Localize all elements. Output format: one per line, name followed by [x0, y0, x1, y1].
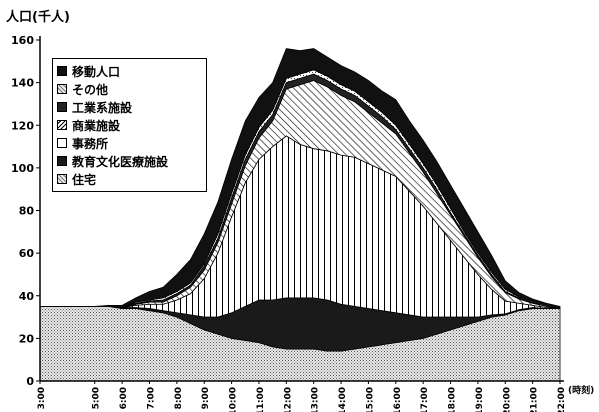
- y-tick-label: 140: [11, 77, 34, 90]
- x-tick-label: 8:00: [174, 387, 184, 409]
- x-tick-label: 17:00: [420, 387, 430, 412]
- x-tick-label: 10:00: [229, 387, 239, 412]
- legend-swatch: [57, 102, 67, 112]
- x-tick-label: 7:00: [146, 387, 156, 409]
- legend-label: 住宅: [72, 172, 97, 187]
- legend-item: 事務所: [57, 134, 202, 152]
- x-tick-label: 11:00: [256, 387, 266, 412]
- x-tick-label: 21:00: [530, 387, 540, 412]
- legend-swatch: [57, 138, 67, 148]
- y-tick-label: 20: [19, 332, 35, 345]
- y-axis-label: 人口(千人): [6, 10, 70, 25]
- legend-label: 事務所: [72, 136, 109, 151]
- legend-swatch: [57, 66, 67, 76]
- x-tick-label: 19:00: [475, 387, 485, 412]
- y-tick-label: 40: [19, 290, 35, 303]
- legend-swatch: [57, 156, 67, 166]
- y-tick-label: 0: [26, 375, 34, 388]
- x-tick-label: 5:00: [92, 387, 102, 409]
- legend-label: 教育文化医療施設: [72, 154, 169, 169]
- x-tick-label: 16:00: [393, 387, 403, 412]
- legend-label: 移動人口: [72, 64, 121, 79]
- legend-label: その他: [72, 82, 109, 97]
- axes: [39, 36, 564, 382]
- legend-label: 工業系施設: [72, 100, 133, 115]
- area-6: [40, 48, 561, 310]
- legend-swatch: [57, 120, 67, 130]
- y-ticks: 0 20 40 60 80 100 120 140 160: [11, 34, 40, 388]
- legend-swatch: [57, 174, 67, 184]
- x-tick-label: 14:00: [338, 387, 348, 412]
- x-tick-label: 22:00: [557, 387, 567, 412]
- y-tick-label: 80: [19, 205, 35, 218]
- x-ticks: 3:00 5:00 6:00 7:00 8:00 9:00 10:00 11:00 12:00 1…: [37, 381, 567, 412]
- x-tick-label: 15:00: [365, 387, 375, 412]
- legend-item: 教育文化医療施設: [57, 152, 202, 170]
- legend-swatch: [57, 84, 67, 94]
- x-tick-label: 13:00: [311, 387, 321, 412]
- y-tick-label: 160: [11, 34, 34, 47]
- y-tick-label: 60: [19, 247, 35, 260]
- legend-item: 商業施設: [57, 116, 202, 134]
- legend-item: 住宅: [57, 170, 202, 188]
- x-tick-label: 18:00: [448, 387, 458, 412]
- legend-label: 商業施設: [72, 118, 121, 133]
- legend-item: 移動人口: [57, 62, 202, 80]
- plot-areas: [39, 48, 561, 382]
- x-tick-label: 9:00: [201, 387, 211, 409]
- x-tick-label: 12:00: [283, 387, 293, 412]
- x-axis-label: (時刻): [568, 386, 595, 396]
- x-tick-label: 20:00: [502, 387, 512, 412]
- y-tick-label: 120: [11, 119, 34, 132]
- x-tick-label: 3:00: [37, 387, 47, 409]
- legend-item: その他: [57, 80, 202, 98]
- x-tick-label: 6:00: [119, 387, 129, 409]
- legend: 移動人口その他工業系施設商業施設事務所教育文化医療施設 住宅: [52, 58, 207, 192]
- y-tick-label: 100: [11, 162, 34, 175]
- legend-item: 工業系施設: [57, 98, 202, 116]
